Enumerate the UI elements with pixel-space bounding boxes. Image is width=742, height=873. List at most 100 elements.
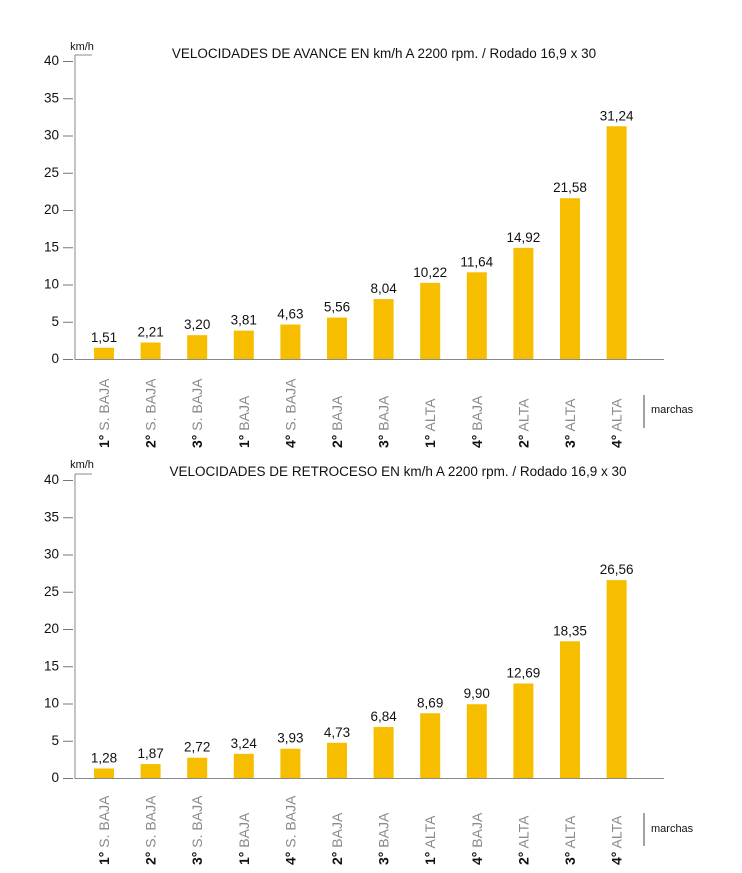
chart2-bar-value-label: 3,24: [231, 736, 258, 751]
chart2-category-number: 2°: [329, 852, 345, 865]
chart2-category-text: ALTA: [422, 815, 438, 852]
chart1-category-number: 2°: [329, 435, 345, 448]
chart2-category-label: 1° S. BAJA: [96, 795, 112, 865]
chart2-bar-value-label: 26,56: [600, 562, 634, 577]
chart1-category-label: 3° ALTA: [562, 398, 578, 448]
chart1-category-label: 1° BAJA: [236, 395, 252, 448]
chart1-category-number: 3°: [189, 435, 205, 448]
chart1-y-tick-label: 30: [44, 128, 59, 143]
chart2-bar-value-label: 8,69: [417, 695, 443, 710]
chart2-y-tick-label: 40: [44, 472, 59, 487]
chart1-category-text: S. BAJA: [189, 378, 205, 435]
chart1-category-text: BAJA: [376, 395, 392, 435]
chart1-y-tick-label: 10: [44, 277, 59, 292]
chart2-bar: [560, 641, 580, 778]
chart2-category-label: 2° ALTA: [515, 815, 531, 865]
chart2-bar: [513, 683, 534, 778]
chart2-category-text: BAJA: [469, 812, 485, 852]
chart1-bar: [187, 335, 208, 359]
chart1-category-text: ALTA: [422, 398, 438, 435]
chart2-y-tick-label: 20: [44, 621, 59, 636]
chart1-category-text: BAJA: [236, 395, 252, 435]
chart2-category-label: 4° S. BAJA: [282, 795, 298, 865]
chart1-category-number: 4°: [609, 435, 625, 448]
chart1-bar: [606, 126, 627, 360]
chart2-bar: [606, 580, 627, 778]
chart1-category-number: 1°: [96, 435, 112, 448]
chart2-x-axis-label: marchas: [651, 823, 694, 835]
chart2-y-axis-unit: km/h: [70, 459, 94, 471]
chart2-category-text: ALTA: [562, 815, 578, 852]
chart1-category-text: BAJA: [329, 395, 345, 435]
chart2-category-number: 3°: [376, 852, 392, 865]
chart1-y-tick-label: 5: [51, 314, 59, 329]
chart2-category-text: ALTA: [515, 815, 531, 852]
chart1-y-tick-label: 15: [44, 239, 59, 254]
chart1-category-text: BAJA: [469, 395, 485, 435]
chart2-category-number: 1°: [236, 852, 252, 865]
chart2-y-tick-label: 10: [44, 696, 59, 711]
chart2-bar-value-label: 3,93: [277, 731, 303, 746]
chart1-category-label: 4° ALTA: [609, 398, 625, 448]
chart1-category-label: 1° ALTA: [422, 398, 438, 448]
chart2-bar: [466, 704, 487, 778]
chart1-bar-value-label: 14,92: [507, 230, 541, 245]
chart2-category-number: 2°: [515, 852, 531, 865]
chart1-bar-value-label: 8,04: [370, 281, 397, 296]
chart2-category-text: S. BAJA: [143, 795, 159, 852]
chart2-category-label: 4° BAJA: [469, 812, 485, 865]
chart2-category-label: 2° S. BAJA: [143, 795, 159, 865]
chart1-category-label: 2° BAJA: [329, 395, 345, 448]
chart1-category-text: ALTA: [562, 398, 578, 435]
chart1-category-number: 3°: [376, 435, 392, 448]
chart2-category-label: 1° BAJA: [236, 812, 252, 865]
chart1-bar-value-label: 4,63: [277, 307, 303, 322]
chart2-category-text: S. BAJA: [282, 795, 298, 852]
chart2-category-label: 4° ALTA: [609, 815, 625, 865]
chart2-bar: [233, 753, 254, 778]
chart1-category-label: 1° S. BAJA: [96, 378, 112, 448]
chart1-category-text: S. BAJA: [96, 378, 112, 435]
chart1-bar-value-label: 10,22: [413, 265, 447, 280]
chart1-category-number: 4°: [469, 435, 485, 448]
chart2-category-label: 3° S. BAJA: [189, 795, 205, 865]
chart2-bar: [187, 757, 208, 778]
chart1-bar: [280, 324, 301, 359]
chart2-y-tick-label: 15: [44, 658, 59, 673]
chart1-bar-value-label: 2,21: [137, 325, 163, 340]
chart2-bar: [373, 727, 394, 778]
chart2-bar: [420, 713, 441, 778]
chart1-bar: [233, 330, 254, 359]
chart1-category-text: ALTA: [515, 398, 531, 435]
chart1-bar-value-label: 5,56: [324, 300, 350, 315]
chart2-bar: [280, 748, 301, 778]
chart2-category-label: 3° BAJA: [376, 812, 392, 865]
chart1-category-label: 2° S. BAJA: [143, 378, 159, 448]
chart1-bar: [513, 247, 534, 359]
chart1-category-text: S. BAJA: [282, 378, 298, 435]
chart1-bar-value-label: 3,20: [184, 317, 210, 332]
chart2-bar-value-label: 1,28: [91, 750, 117, 765]
chart2-category-number: 3°: [189, 852, 205, 865]
chart2-bar-value-label: 4,73: [324, 725, 350, 740]
chart2-category-label: 1° ALTA: [422, 815, 438, 865]
chart2-bar: [94, 768, 114, 778]
chart1-category-label: 2° ALTA: [515, 398, 531, 448]
chart2-bar: [327, 742, 347, 778]
chart1-category-label: 4° S. BAJA: [282, 378, 298, 448]
chart1-bar: [373, 299, 394, 359]
chart1-bar: [466, 272, 487, 359]
chart1-category-number: 2°: [143, 435, 159, 448]
chart2-bar: [140, 764, 161, 778]
chart2-category-number: 4°: [282, 852, 298, 865]
chart2-category-text: BAJA: [236, 812, 252, 852]
chart1-category-label: 3° BAJA: [376, 395, 392, 448]
chart2-category-label: 2° BAJA: [329, 812, 345, 865]
chart2-y-tick-label: 25: [44, 584, 59, 599]
chart1-bar-value-label: 11,64: [460, 254, 493, 269]
chart2-category-number: 1°: [96, 852, 112, 865]
chart2-y-tick-label: 30: [44, 547, 59, 562]
chart2-category-label: 3° ALTA: [562, 815, 578, 865]
